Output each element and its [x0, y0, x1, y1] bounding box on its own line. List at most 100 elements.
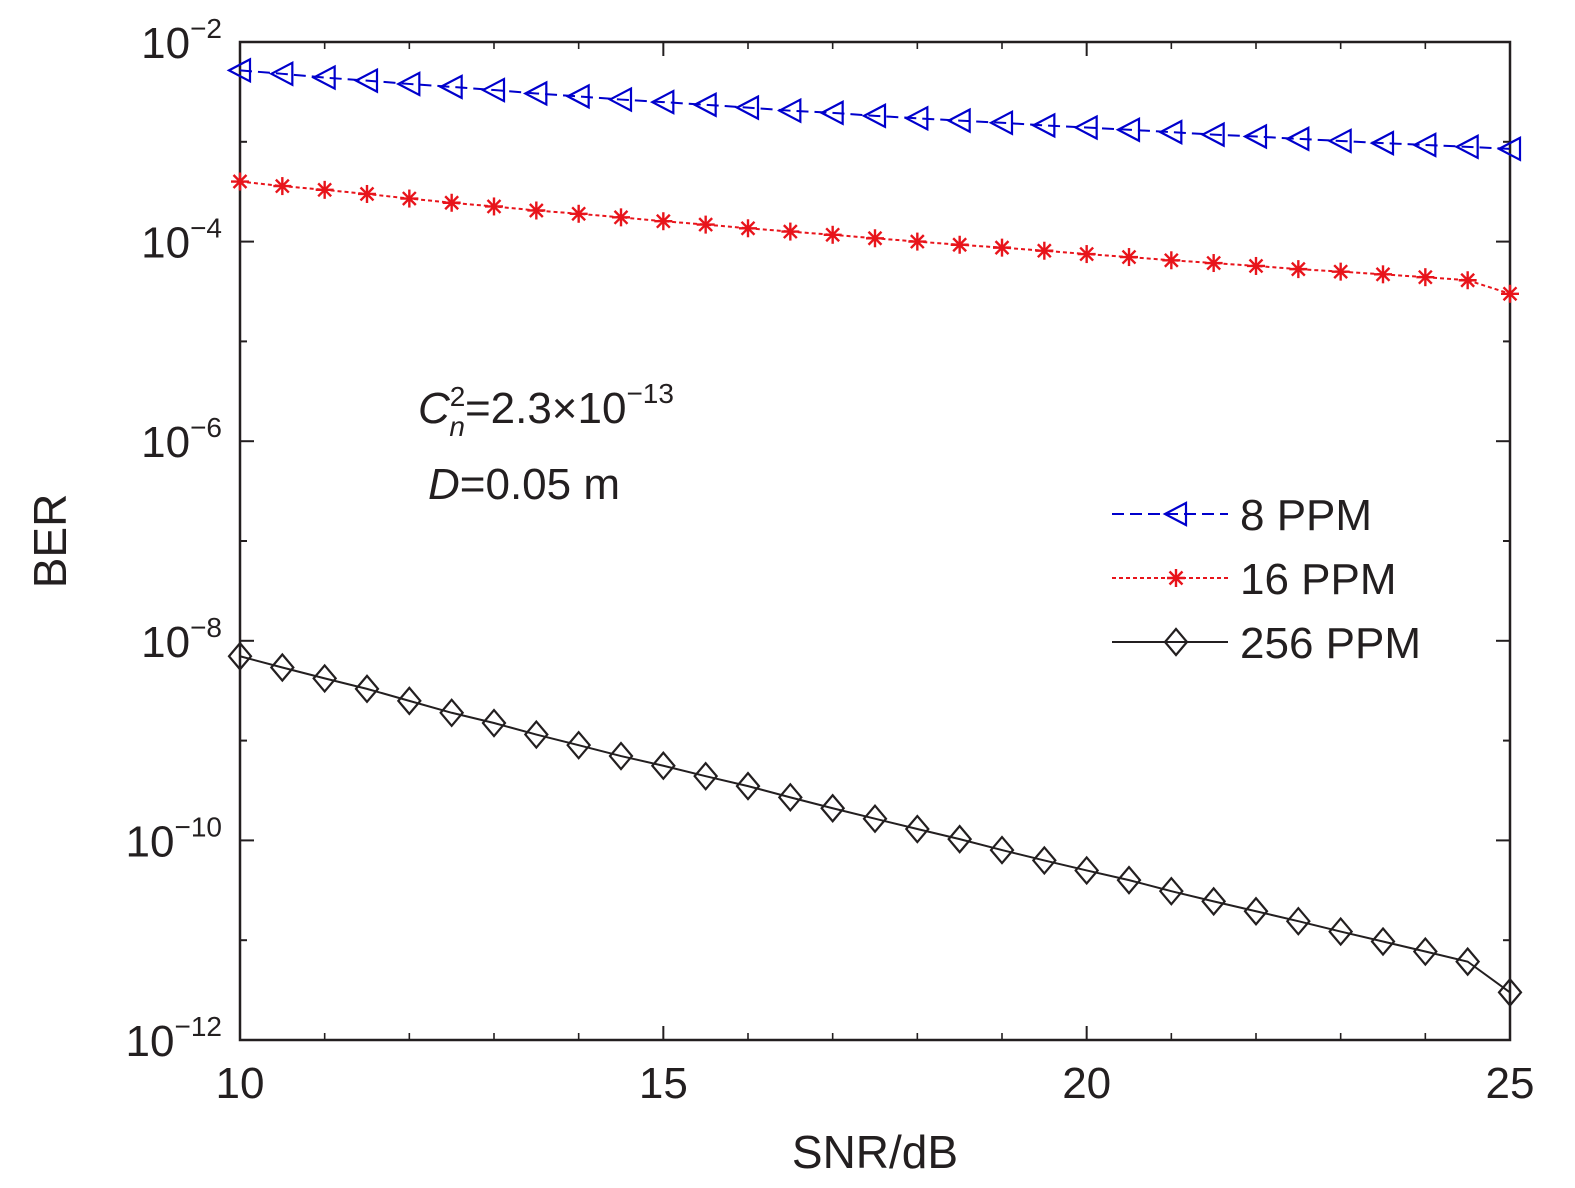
- asterisk-stroke: [1037, 243, 1052, 259]
- y-axis-title: BER: [24, 494, 76, 589]
- asterisk-stroke: [783, 224, 798, 239]
- data-point-marker: [1157, 119, 1183, 145]
- data-point-marker: [1243, 896, 1269, 926]
- data-point-marker: [1204, 254, 1223, 273]
- legend-entry: 256 PPM: [1112, 619, 1421, 668]
- data-point-marker: [904, 814, 930, 844]
- annotation-exponent: −13: [626, 378, 674, 409]
- series-line: [239, 69, 1511, 150]
- asterisk-stroke: [444, 195, 459, 211]
- data-point-marker: [989, 835, 1015, 865]
- asterisk-stroke: [910, 234, 925, 249]
- data-point-marker: [439, 698, 465, 728]
- asterisk-stroke: [529, 203, 544, 218]
- asterisk-stroke: [1502, 286, 1518, 302]
- data-point-marker: [819, 100, 844, 126]
- data-point-marker: [735, 771, 761, 801]
- data-point-marker: [273, 177, 292, 196]
- data-point-marker: [861, 103, 887, 129]
- data-point-marker: [395, 71, 421, 97]
- data-point-marker: [1200, 121, 1225, 148]
- data-point-marker: [569, 204, 588, 223]
- asterisk-stroke: [1164, 252, 1179, 268]
- asterisk-stroke: [1460, 272, 1475, 288]
- legend-entry: 16 PPM: [1112, 555, 1397, 604]
- data-point-marker: [650, 751, 676, 781]
- data-point-marker: [993, 238, 1011, 257]
- data-point-marker: [1458, 271, 1477, 290]
- data-point-marker: [1077, 245, 1096, 264]
- data-point-marker: [777, 782, 803, 813]
- data-point-marker: [1073, 114, 1098, 141]
- data-point-marker: [947, 824, 973, 854]
- y-tick-base: 10: [126, 817, 175, 866]
- legend-marker: [1162, 501, 1188, 527]
- data-point-marker: [950, 235, 969, 254]
- asterisk-stroke: [740, 220, 756, 236]
- data-point-marker: [315, 180, 334, 199]
- asterisk-stroke: [1079, 246, 1094, 262]
- data-point-marker: [649, 89, 675, 115]
- asterisk-stroke: [1418, 269, 1433, 285]
- data-point-marker: [312, 663, 338, 694]
- data-point-marker: [523, 719, 549, 750]
- data-point-marker: [1328, 916, 1354, 947]
- data-point-marker: [1370, 926, 1396, 957]
- y-tick-base: 10: [141, 418, 190, 467]
- plot-frame: [238, 40, 1512, 1042]
- data-point-marker: [481, 708, 507, 738]
- y-tick-exponent: −12: [175, 1011, 223, 1042]
- y-tick-base: 10: [141, 618, 190, 667]
- asterisk-stroke: [698, 217, 713, 232]
- data-point-marker: [231, 172, 249, 191]
- asterisk-stroke: [1333, 264, 1348, 279]
- data-point-marker: [480, 77, 506, 103]
- y-tick-base: 10: [141, 19, 190, 68]
- axis-ticks: [239, 41, 1511, 1041]
- data-point-marker: [358, 184, 376, 203]
- data-point-marker: [820, 793, 846, 823]
- asterisk-stroke: [1248, 258, 1264, 274]
- data-point-marker: [268, 60, 294, 87]
- legend-marker: [1163, 627, 1189, 657]
- legend-label: 256 PPM: [1240, 619, 1421, 668]
- data-point-marker: [1289, 260, 1308, 279]
- y-tick-exponent: −6: [190, 412, 222, 443]
- data-point-marker: [566, 730, 592, 760]
- y-tick-label: 10−10: [126, 811, 222, 866]
- annotation-sup-2: 2: [450, 381, 466, 412]
- y-tick-label: 10−12: [126, 1011, 222, 1066]
- data-point-marker: [442, 193, 461, 212]
- data-point-marker: [438, 74, 463, 100]
- legend-label: 16 PPM: [1240, 555, 1397, 604]
- series-256-ppm: [227, 641, 1523, 1008]
- data-point-marker: [353, 67, 379, 94]
- data-point-marker: [396, 686, 422, 716]
- data-point-marker: [739, 219, 757, 238]
- asterisk-stroke: [317, 182, 332, 198]
- asterisk-stroke: [1168, 570, 1184, 586]
- data-point-marker: [862, 803, 888, 834]
- data-point-marker: [1120, 248, 1138, 267]
- data-point-marker: [1369, 130, 1395, 156]
- x-axis-title: SNR/dB: [792, 1126, 958, 1178]
- data-point-marker: [1327, 128, 1352, 154]
- data-point-marker: [823, 225, 842, 244]
- data-point-marker: [354, 674, 380, 704]
- data-point-marker: [311, 64, 336, 91]
- data-point-marker: [1455, 946, 1481, 977]
- data-point-marker: [269, 652, 295, 683]
- y-tick-label: 10−8: [141, 612, 222, 667]
- data-point-marker: [522, 80, 548, 107]
- y-tick-exponent: −2: [190, 13, 222, 44]
- data-point-marker: [1496, 136, 1522, 162]
- x-tick-label: 20: [1062, 1059, 1111, 1108]
- data-point-marker: [527, 201, 546, 220]
- legend-entry: 8 PPM: [1112, 491, 1372, 540]
- annotation-line-2: D=0.05 m: [428, 460, 620, 509]
- legend: 8 PPM 16 PPM 256 PPM: [1112, 491, 1421, 668]
- data-point-marker: [696, 215, 715, 234]
- asterisk-stroke: [486, 199, 502, 214]
- data-point-marker: [1030, 112, 1056, 139]
